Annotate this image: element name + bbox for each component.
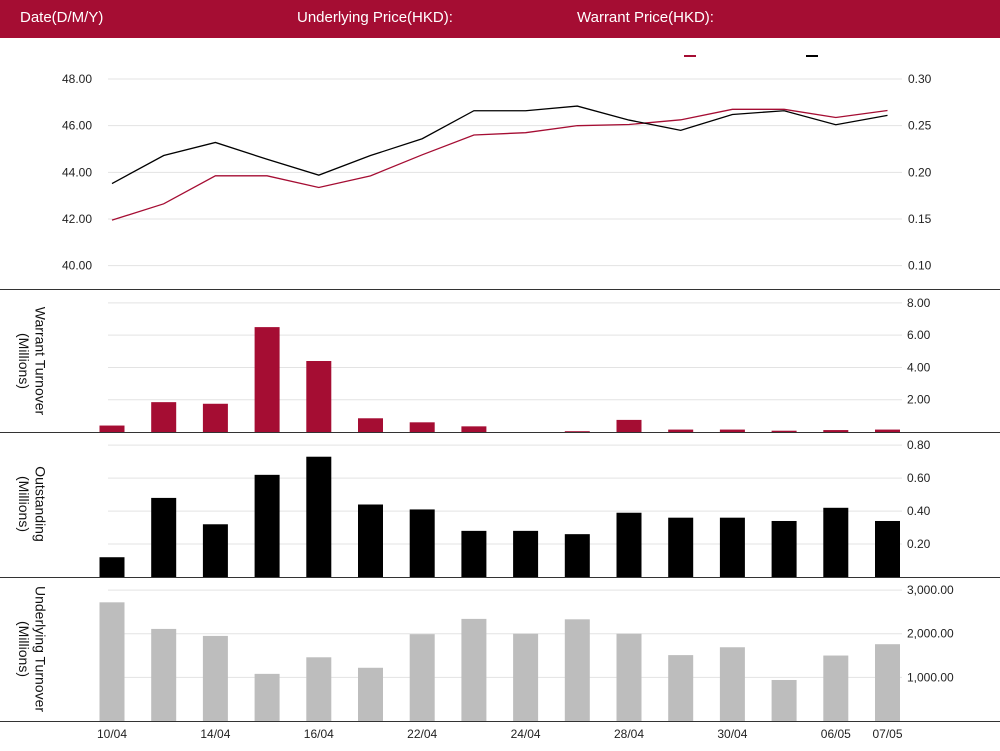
warrant-turnover-bar	[771, 430, 797, 432]
outstanding-bar	[151, 497, 177, 577]
underlying-turnover-bar	[151, 628, 177, 721]
underlying-turnover-tick-label: 2,000.00	[907, 627, 954, 641]
x-axis-tick-label: 24/04	[511, 727, 541, 741]
underlying-turnover-tick-label: 3,000.00	[907, 583, 954, 597]
warrant-turnover-bar	[668, 429, 694, 432]
x-axis-tick-label: 07/05	[872, 727, 902, 741]
x-axis-tick-label: 14/04	[200, 727, 230, 741]
x-axis-tick-label: 06/05	[821, 727, 851, 741]
warrant-turnover-tick-label: 8.00	[907, 296, 931, 310]
outstanding-bar	[719, 517, 745, 577]
warrant-turnover-bar	[564, 431, 590, 432]
warrant-turnover-bar	[254, 327, 280, 432]
warrant-turnover-bar	[151, 402, 177, 432]
underlying-turnover-tick-label: 1,000.00	[907, 670, 954, 684]
outstanding-bar	[823, 507, 849, 577]
outstanding-bar	[771, 520, 797, 577]
warrant-turnover-axis-title: Warrant Turnover(Millions)	[16, 307, 49, 416]
underlying-price-line	[111, 108, 888, 221]
outstanding-bar	[254, 474, 280, 577]
underlying-turnover-bar	[409, 634, 435, 721]
outstanding-bar	[668, 517, 694, 577]
left-axis-tick-label: 40.00	[62, 259, 92, 273]
left-axis-tick-label: 46.00	[62, 119, 92, 133]
warrant-turnover-bar	[719, 429, 745, 432]
underlying-turnover-bar	[616, 633, 642, 721]
outstanding-tick-label: 0.60	[907, 471, 931, 485]
warrant-turnover-bar	[823, 430, 849, 432]
left-axis-tick-label: 44.00	[62, 165, 92, 179]
warrant-turnover-tick-label: 2.00	[907, 393, 931, 407]
outstanding-bar	[875, 520, 900, 577]
warrant-turnover-bar	[461, 426, 487, 432]
outstanding-bar	[99, 557, 125, 577]
left-axis-tick-label: 42.00	[62, 212, 92, 226]
warrant-turnover-bar	[616, 419, 642, 432]
right-axis-tick-label: 0.20	[908, 165, 932, 179]
warrant-chart: 40.00 42.00 44.00 46.00 48.00 0.10 0.15 0.20 0.2…	[0, 55, 1000, 741]
warrant-turnover-bar	[99, 425, 125, 432]
warrant-turnover-bar	[358, 418, 383, 432]
outstanding-tick-label: 0.20	[907, 537, 931, 551]
underlying-turnover-axis-title: Underlying Turnover(Millions)	[16, 586, 49, 712]
warrant-price-label: Warrant Price(HKD):	[577, 9, 714, 26]
date-label: Date(D/M/Y)	[20, 9, 104, 26]
underlying-turnover-bar	[306, 657, 332, 721]
outstanding-bar	[306, 456, 332, 577]
right-axis-tick-label: 0.25	[908, 119, 932, 133]
warrant-turnover-bar	[306, 361, 332, 432]
warrant-turnover-tick-label: 4.00	[907, 360, 931, 374]
x-axis-tick-label: 30/04	[717, 727, 747, 741]
outstanding-bar	[616, 512, 642, 577]
warrant-turnover-tick-label: 6.00	[907, 328, 931, 342]
outstanding-bar	[513, 530, 539, 577]
left-axis-tick-label: 48.00	[62, 72, 92, 86]
outstanding-bar	[461, 530, 487, 577]
outstanding-tick-label: 0.40	[907, 504, 931, 518]
underlying-turnover-bar	[99, 602, 125, 721]
outstanding-bar	[564, 534, 590, 577]
outstanding-axis-title: Outstanding(Millions)	[16, 466, 49, 542]
underlying-turnover-bar	[461, 618, 487, 721]
outstanding-tick-label: 0.80	[907, 438, 931, 452]
header-bar: Date(D/M/Y) Underlying Price(HKD): Warra…	[0, 0, 1000, 38]
underlying-turnover-bar	[875, 644, 900, 721]
outstanding-bar	[202, 524, 228, 577]
right-axis-tick-label: 0.30	[908, 72, 932, 86]
underlying-turnover-bar	[771, 679, 797, 721]
right-axis-tick-label: 0.15	[908, 212, 932, 226]
warrant-turnover-bar	[202, 403, 228, 432]
underlying-price-label: Underlying Price(HKD):	[297, 9, 453, 26]
right-axis-tick-label: 0.10	[908, 259, 932, 273]
underlying-turnover-bar	[668, 655, 694, 721]
underlying-turnover-bar	[513, 633, 539, 721]
outstanding-bar	[409, 509, 435, 577]
underlying-turnover-bar	[823, 655, 849, 721]
warrant-turnover-bar	[409, 422, 435, 432]
underlying-turnover-bar	[358, 667, 383, 721]
x-axis-tick-label: 28/04	[614, 727, 644, 741]
x-axis-tick-label: 16/04	[304, 727, 334, 741]
underlying-turnover-bar	[202, 635, 228, 721]
underlying-turnover-bar	[719, 647, 745, 721]
outstanding-bar	[358, 504, 383, 577]
x-axis-tick-label: 10/04	[97, 727, 127, 741]
x-axis-tick-label: 22/04	[407, 727, 437, 741]
underlying-turnover-bar	[564, 619, 590, 721]
underlying-turnover-bar	[254, 673, 280, 721]
warrant-price-line	[111, 105, 888, 185]
warrant-turnover-bar	[875, 429, 900, 432]
